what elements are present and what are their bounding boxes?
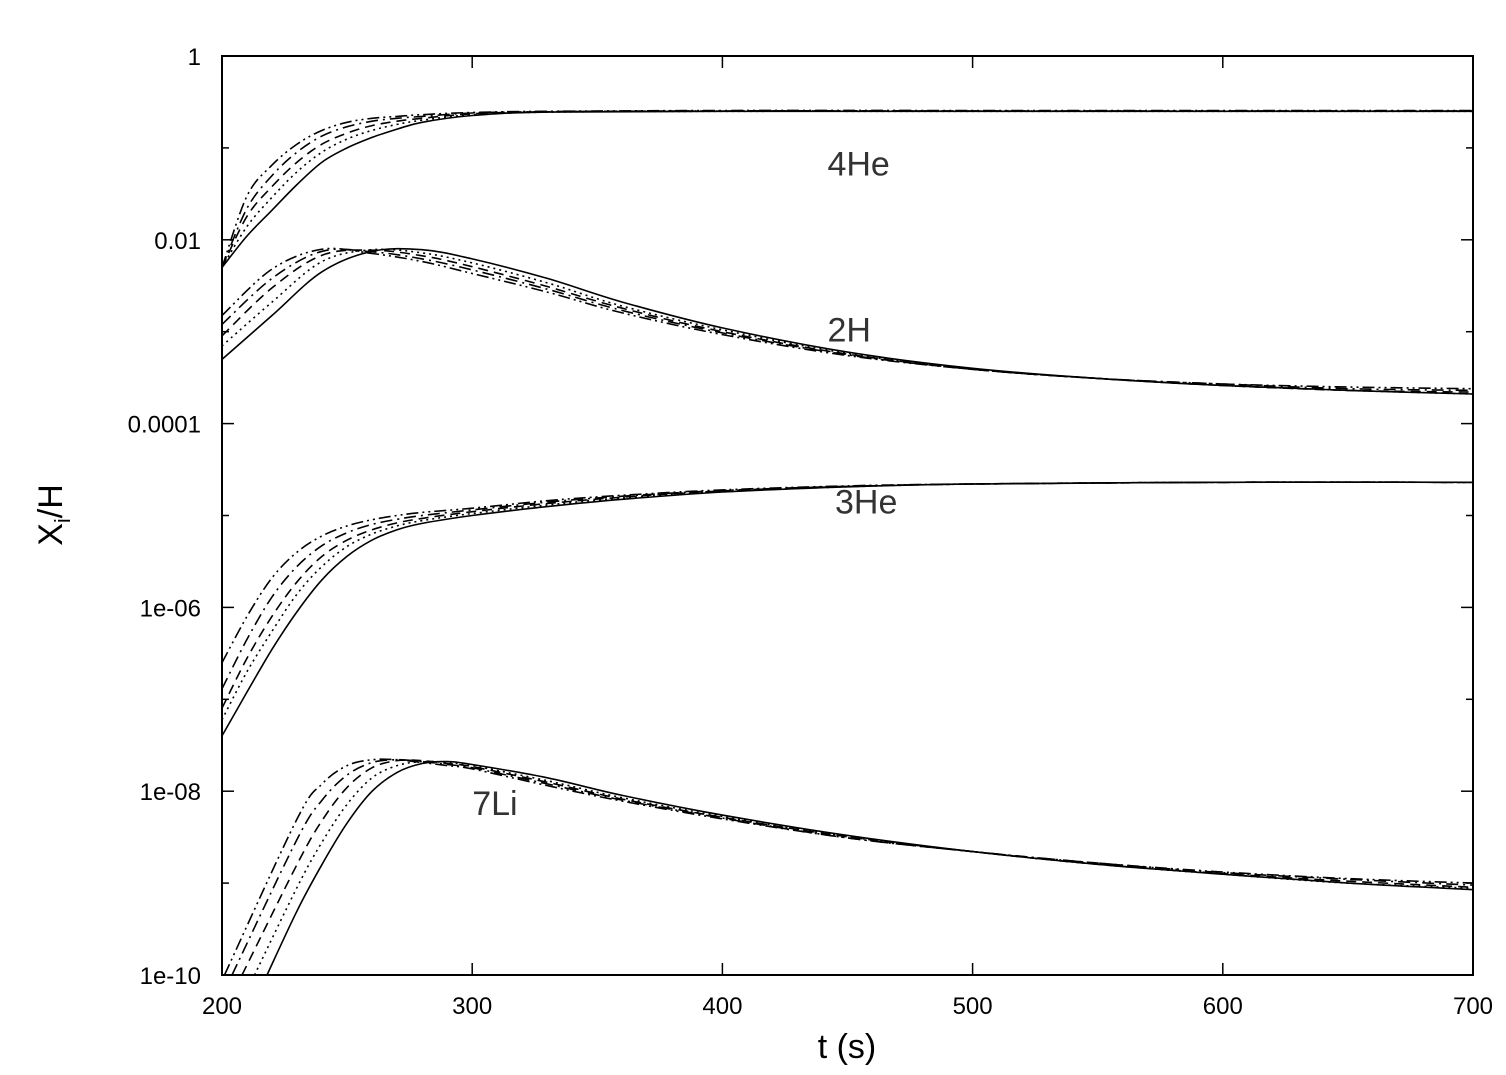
label-7li: 7Li [472, 785, 517, 823]
curve-4he-dash-dot-dot [221, 109, 1473, 268]
x-tick-label: 700 [1453, 993, 1493, 1020]
species-4he-curves [221, 109, 1473, 268]
plot-frame [221, 55, 1474, 976]
species-7li-curves [223, 758, 1474, 976]
species-annotations: 4He 2H 3He 7Li [472, 146, 897, 823]
x-tick-label: 500 [953, 993, 993, 1020]
curve-2h-dashed [221, 249, 1474, 393]
x-tick-label: 200 [202, 993, 242, 1020]
label-3he: 3He [835, 484, 897, 522]
label-4he: 4He [827, 146, 889, 184]
y-tick-label: 0.0001 [128, 412, 201, 439]
y-tick-label: 1e-06 [140, 595, 201, 622]
y-axis-title: Xi/H [32, 484, 75, 546]
curve-4he-dotted [221, 110, 1473, 268]
x-tick-label: 300 [452, 993, 492, 1020]
curve-3he-dashed [221, 481, 1474, 709]
y-tick-label: 1e-10 [140, 963, 201, 990]
tick-labels: 200 300 400 500 600 700 1 0.01 0.0001 1e-06 1e-08 1… [128, 44, 1493, 1020]
curve-2h-dash-dot-dot [221, 247, 1474, 390]
curve-3he-dash-dot-dot [221, 481, 1474, 664]
label-2h: 2H [827, 312, 870, 350]
curve-7li-solid [266, 760, 1474, 976]
x-tick-label: 400 [702, 993, 742, 1020]
curve-3he-dash-dot [221, 481, 1474, 690]
y-tick-label: 1 [188, 44, 201, 71]
curve-7li-dotted [253, 760, 1474, 976]
curve-7li-dash-dot [231, 758, 1474, 976]
curve-7li-dash-dot-dot [223, 758, 1474, 976]
y-axis-title-subscript: i [50, 518, 75, 523]
y-tick-label: 1e-08 [140, 779, 201, 806]
x-tick-label: 600 [1203, 993, 1243, 1020]
curve-4he-dashed [221, 110, 1473, 268]
y-axis-title-rest: /H [32, 484, 70, 518]
curve-7li-dashed [241, 759, 1474, 976]
y-tick-label: 0.01 [154, 228, 201, 255]
curve-4he-solid [221, 110, 1473, 268]
y-axis-title-main: X [32, 523, 70, 546]
curve-4he-dash-dot [221, 110, 1473, 268]
curve-3he-dotted [221, 481, 1474, 721]
species-3he-curves [221, 481, 1474, 737]
species-2h-curves [221, 247, 1474, 395]
abundance-curves [221, 109, 1474, 976]
x-axis-title: t (s) [818, 1028, 877, 1066]
